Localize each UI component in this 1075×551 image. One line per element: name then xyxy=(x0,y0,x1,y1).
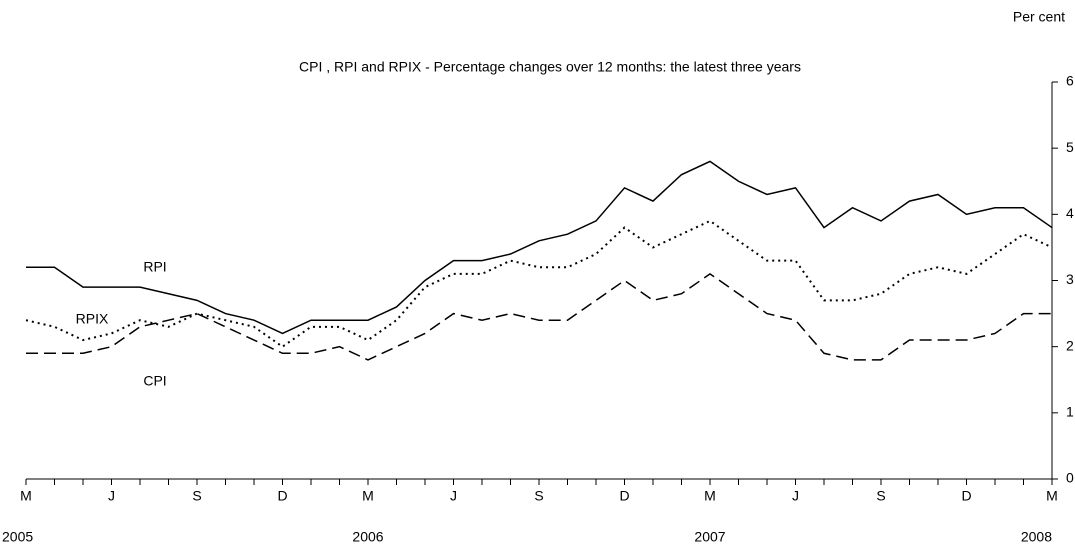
x-tick-label: M xyxy=(20,488,32,504)
x-tick-label: M xyxy=(362,488,374,504)
y-tick-label: 5 xyxy=(1066,139,1074,155)
x-tick-label: J xyxy=(450,488,457,504)
y-axis-label: Per cent xyxy=(1013,9,1065,25)
year-label: 2006 xyxy=(352,529,383,545)
x-tick-label: D xyxy=(961,488,971,504)
y-tick-label: 3 xyxy=(1066,271,1074,287)
x-tick-label: S xyxy=(534,488,543,504)
series-line xyxy=(25,219,1053,348)
series-label: RPIX xyxy=(76,311,109,327)
year-label: 2005 xyxy=(2,529,33,545)
y-tick-label: 2 xyxy=(1066,337,1074,353)
y-tick-label: 1 xyxy=(1066,404,1074,420)
series-label: RPI xyxy=(143,259,166,275)
y-tick-label: 6 xyxy=(1066,73,1074,89)
x-tick-label: D xyxy=(277,488,287,504)
x-tick-label: J xyxy=(792,488,799,504)
y-tick-label: 0 xyxy=(1066,470,1074,486)
chart-title: CPI , RPI and RPIX - Percentage changes … xyxy=(299,59,801,75)
x-tick-label: S xyxy=(876,488,885,504)
x-tick-label: M xyxy=(704,488,716,504)
x-tick-label: S xyxy=(192,488,201,504)
y-tick-label: 4 xyxy=(1066,205,1074,221)
series-label: CPI xyxy=(143,373,166,389)
series-line xyxy=(26,272,1052,361)
x-tick-label: M xyxy=(1046,488,1058,504)
x-tick-label: D xyxy=(619,488,629,504)
year-label: 2008 xyxy=(1021,529,1052,545)
year-label: 2007 xyxy=(694,529,725,545)
series-line xyxy=(26,160,1053,335)
x-tick-label: J xyxy=(108,488,115,504)
